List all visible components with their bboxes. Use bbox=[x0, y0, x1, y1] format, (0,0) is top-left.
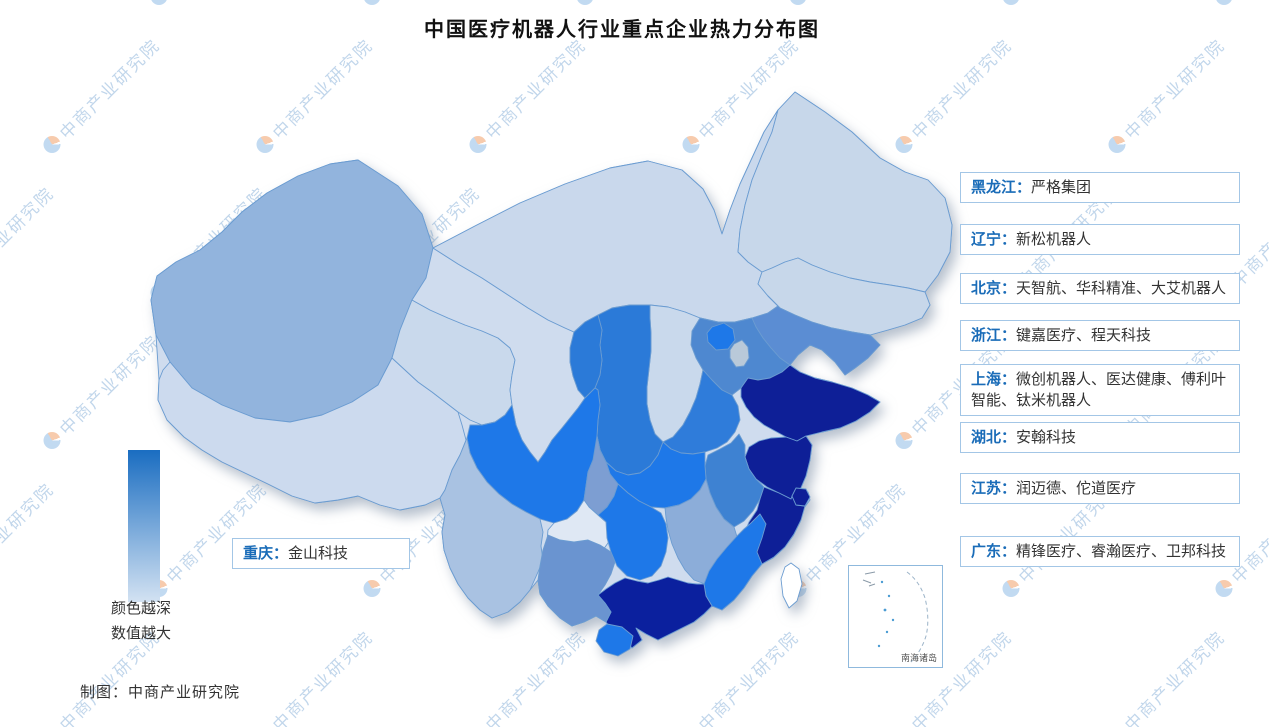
nine-dash-line bbox=[906, 571, 929, 663]
company-list: 微创机器人、医达健康、傅利叶智能、钛米机器人 bbox=[971, 371, 1227, 409]
province-guangxi bbox=[537, 534, 616, 627]
china-map-group bbox=[150, 91, 953, 657]
colon: ： bbox=[1001, 429, 1017, 446]
label-box-beijing: 北京：天智航、华科精准、大艾机器人 bbox=[960, 273, 1240, 304]
province-label: 广东 bbox=[971, 543, 1002, 560]
colon: ： bbox=[273, 545, 289, 562]
legend-caption: 颜色越深 数值越大 bbox=[111, 596, 171, 646]
company-list: 润迈德、佗道医疗 bbox=[1016, 480, 1137, 497]
province-label: 黑龙江 bbox=[971, 179, 1017, 196]
colon: ： bbox=[1001, 480, 1017, 497]
province-shanghai bbox=[791, 487, 811, 507]
island-dots bbox=[877, 580, 895, 648]
label-box-heilongjiang: 黑龙江：严格集团 bbox=[960, 172, 1240, 203]
province-hainan bbox=[595, 623, 634, 657]
inset-map-south-china-sea: 南海诸岛 bbox=[848, 565, 943, 668]
province-ningxia bbox=[569, 314, 603, 399]
colon: ： bbox=[1001, 327, 1017, 344]
label-box-guangdong: 广东：精锋医疗、睿瀚医疗、卫邦科技 bbox=[960, 536, 1240, 567]
company-list: 安翰科技 bbox=[1016, 429, 1077, 446]
label-box-shanghai: 上海：微创机器人、医达健康、傅利叶智能、钛米机器人 bbox=[960, 364, 1240, 416]
legend-caption-line2: 数值越大 bbox=[111, 625, 172, 642]
colon: ： bbox=[1016, 179, 1032, 196]
province-label: 北京 bbox=[971, 280, 1002, 297]
inset-label: 南海诸岛 bbox=[901, 652, 937, 663]
province-label: 湖北 bbox=[971, 429, 1002, 446]
label-box-hubei: 湖北：安翰科技 bbox=[960, 422, 1240, 453]
province-taiwan bbox=[780, 562, 803, 609]
province-beijing bbox=[706, 322, 736, 351]
colon: ： bbox=[1001, 231, 1017, 248]
legend-gradient-bar bbox=[128, 450, 160, 602]
province-fujian bbox=[703, 513, 767, 611]
province-label: 辽宁 bbox=[971, 231, 1002, 248]
company-list: 金山科技 bbox=[288, 545, 349, 562]
province-label: 重庆 bbox=[243, 545, 274, 562]
province-shandong bbox=[740, 364, 881, 442]
province-yunnan bbox=[439, 437, 544, 619]
colon: ： bbox=[1001, 371, 1017, 388]
company-list: 精锋医疗、睿瀚医疗、卫邦科技 bbox=[1016, 543, 1227, 560]
label-box-jiangsu: 江苏：润迈德、佗道医疗 bbox=[960, 473, 1240, 504]
company-list: 键嘉医疗、程天科技 bbox=[1016, 327, 1152, 344]
colon: ： bbox=[1001, 543, 1017, 560]
colon: ： bbox=[1001, 280, 1017, 297]
province-tianjin bbox=[729, 339, 750, 368]
label-box-zhejiang: 浙江：键嘉医疗、程天科技 bbox=[960, 320, 1240, 351]
legend-caption-line1: 颜色越深 bbox=[111, 600, 172, 617]
province-label: 上海 bbox=[971, 371, 1002, 388]
province-label: 江苏 bbox=[971, 480, 1002, 497]
footer-credit: 制图：中商产业研究院 bbox=[80, 684, 241, 701]
page-title: 中国医疗机器人行业重点企业热力分布图 bbox=[424, 19, 820, 41]
label-box-chongqing: 重庆：金山科技 bbox=[232, 538, 410, 569]
company-list: 严格集团 bbox=[1031, 179, 1092, 196]
province-label: 浙江 bbox=[971, 327, 1002, 344]
company-list: 天智航、华科精准、大艾机器人 bbox=[1016, 280, 1227, 297]
inset-top-marks bbox=[862, 571, 876, 587]
label-box-liaoning: 辽宁：新松机器人 bbox=[960, 224, 1240, 255]
company-list: 新松机器人 bbox=[1016, 231, 1092, 248]
inset-map-canvas: 南海诸岛 bbox=[862, 571, 937, 663]
